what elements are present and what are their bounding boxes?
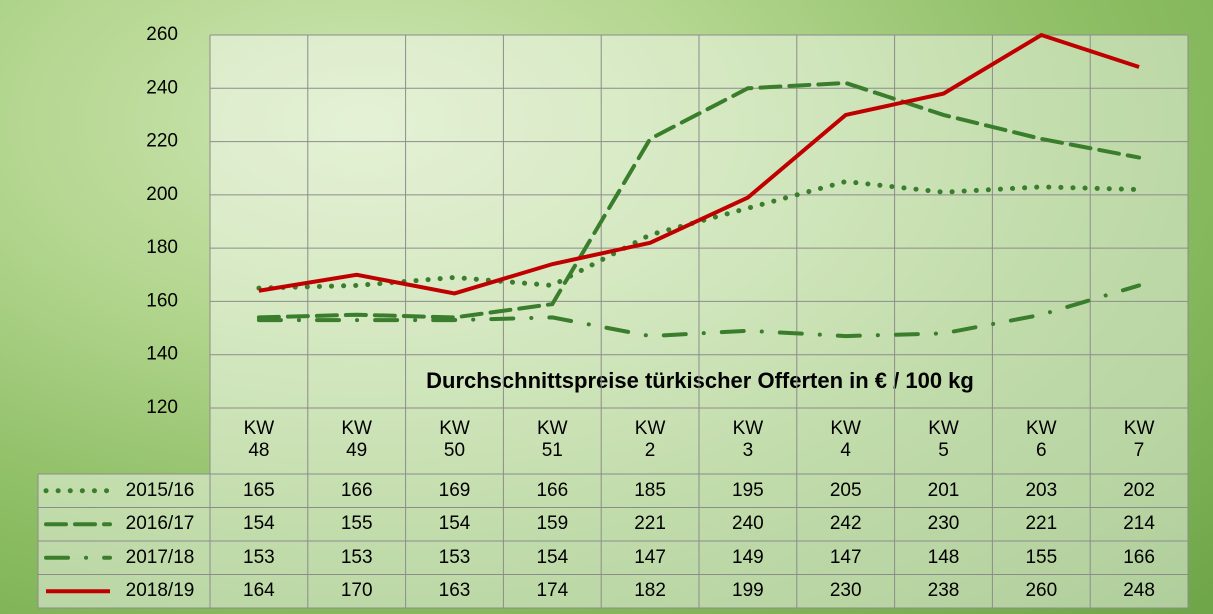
table-value: 147 [634,546,666,568]
table-value: 153 [340,546,373,568]
legend-label: 2016/17 [125,513,195,535]
legend-label: 2015/16 [125,479,195,501]
x-tick-label: KW 5 [928,418,959,461]
table-value: 153 [438,546,471,568]
table-value: 153 [243,546,275,568]
series-line [256,80,1142,320]
y-tick-label: 260 [146,24,178,45]
table-value: 166 [536,479,569,501]
table-value: 174 [536,580,569,602]
table-value: 203 [1025,479,1058,501]
x-tick-label: KW 7 [1123,418,1155,461]
table-value: 170 [340,580,373,602]
table-value: 214 [1123,513,1155,535]
table-value: 248 [1123,580,1155,602]
table-value: 201 [927,479,960,501]
series-line [258,32,1140,296]
table-value: 159 [536,513,569,535]
table-value: 238 [927,580,960,602]
series-line [256,178,1142,291]
table-value: 240 [732,513,764,535]
table-value: 221 [634,513,666,535]
x-tick-label: KW 48 [243,418,275,461]
table-value: 165 [243,479,275,501]
table-value: 166 [340,479,373,501]
x-tick-label: KW 4 [830,418,861,461]
table-value: 195 [732,479,764,501]
y-tick-label: 240 [146,77,178,98]
table-value: 205 [829,479,862,501]
table-value: 169 [438,479,471,501]
x-tick-label: KW 6 [1025,418,1057,461]
table-value: 154 [438,513,471,535]
table-value: 185 [634,479,666,501]
table-value: 221 [1025,513,1058,535]
table-value: 242 [829,513,862,535]
table-value: 199 [732,580,764,602]
y-tick-label: 200 [146,184,178,205]
x-tick-label: KW 2 [634,418,666,461]
table-value: 230 [927,513,960,535]
x-tick-label: KW 50 [439,418,470,461]
legend-label: 2017/18 [125,546,195,568]
table-value: 154 [536,546,569,568]
y-tick-label: 140 [146,344,178,365]
y-tick-label: 160 [146,290,178,311]
table-value: 148 [927,546,960,568]
table-value: 202 [1123,479,1155,501]
x-tick-label: KW 3 [732,418,764,461]
y-tick-label: 180 [146,237,178,258]
table-value: 155 [1025,546,1058,568]
y-tick-label: 120 [146,397,178,418]
y-tick-label: 220 [146,131,178,152]
table-value: 155 [340,513,373,535]
chart-title: Durchschnittspreise türkischer Offerten … [426,368,974,393]
table-value: 164 [243,580,275,602]
table-value: 166 [1123,546,1155,568]
x-tick-label: KW 49 [341,418,372,461]
table-value: 182 [634,580,666,602]
series-line [256,283,1142,339]
x-tick-label: KW 51 [536,418,568,461]
table-value: 163 [438,580,471,602]
legend-label: 2018/19 [125,580,195,602]
table-value: 154 [243,513,275,535]
table-value: 149 [732,546,764,568]
table-value: 230 [829,580,862,602]
table-value: 260 [1025,580,1058,602]
table-value: 147 [829,546,862,568]
